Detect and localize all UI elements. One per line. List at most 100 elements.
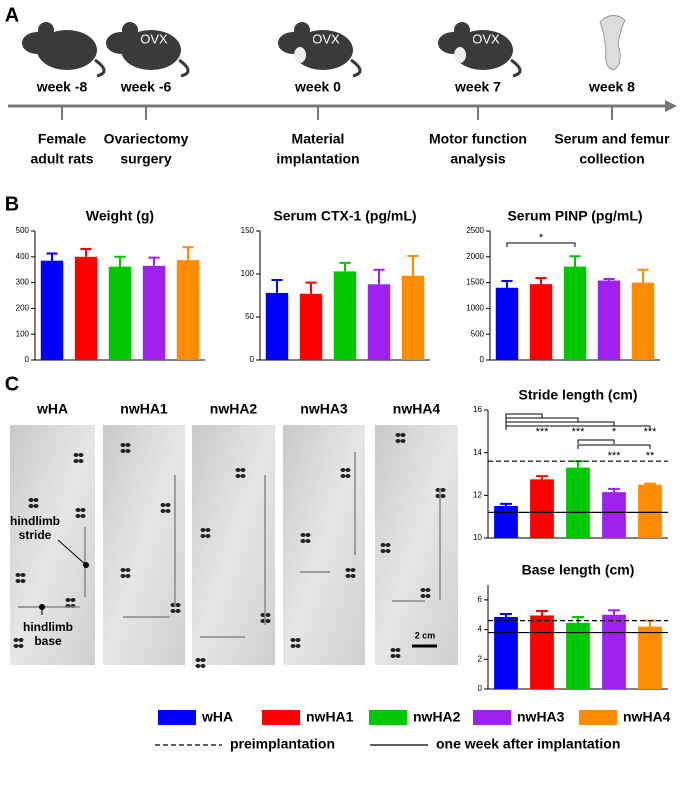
error-bar xyxy=(569,255,581,267)
pointer-line xyxy=(57,539,87,566)
chart-title: Serum PINP (pg/mL) xyxy=(507,208,642,224)
group-label: nwHA3 xyxy=(300,401,348,417)
error-bar xyxy=(608,609,620,615)
bar xyxy=(529,284,553,360)
bar xyxy=(566,622,590,689)
rat-body xyxy=(37,30,97,70)
paw-print xyxy=(420,594,426,598)
bar xyxy=(638,484,662,538)
error-bar xyxy=(271,279,283,293)
panel-label: B xyxy=(5,193,19,215)
paw-print xyxy=(33,498,39,502)
week-label: week 0 xyxy=(294,79,341,95)
paw-print xyxy=(235,474,241,478)
rat-tail xyxy=(94,58,106,78)
bar xyxy=(367,284,391,360)
error-bar xyxy=(305,281,317,294)
y-tick-label: 100 xyxy=(241,269,255,278)
bar xyxy=(333,271,357,360)
significance-label: *** xyxy=(572,426,586,438)
legend-label: nwHA1 xyxy=(306,709,354,725)
bar xyxy=(108,266,132,360)
bar xyxy=(40,260,64,360)
bar xyxy=(530,479,554,538)
paw-print xyxy=(80,508,86,512)
error-bar xyxy=(46,252,58,261)
paw-print xyxy=(120,574,126,578)
week-label: week 8 xyxy=(588,79,635,95)
legend-swatch xyxy=(369,710,407,725)
panel-label: A xyxy=(5,4,19,26)
group-label: nwHA2 xyxy=(210,401,258,417)
paw-print xyxy=(73,453,79,457)
y-tick-label: 2000 xyxy=(466,252,484,261)
y-tick-label: 50 xyxy=(245,312,254,321)
event-label: Female xyxy=(38,131,86,147)
paw-print xyxy=(20,573,26,577)
significance-label: *** xyxy=(536,426,550,438)
event-label: analysis xyxy=(450,151,505,167)
icon-label: OVX xyxy=(312,31,340,46)
paw-print xyxy=(195,664,201,668)
significance-label: ** xyxy=(646,450,655,462)
paw-print xyxy=(160,503,166,507)
significance-label: *** xyxy=(644,426,658,438)
group-label: nwHA1 xyxy=(120,401,168,417)
error-bar xyxy=(182,246,194,261)
significance-bracket xyxy=(505,413,543,418)
y-tick-label: 300 xyxy=(16,278,30,287)
legend-label: preimplantation xyxy=(230,736,335,752)
paw-print xyxy=(125,443,131,447)
paw-print xyxy=(28,498,34,502)
paw-print xyxy=(120,443,126,447)
bar xyxy=(597,280,621,360)
group-label: wHA xyxy=(36,401,68,417)
paw-print xyxy=(73,459,79,463)
error-bar xyxy=(603,277,615,281)
bar xyxy=(401,275,425,360)
significance-bracket xyxy=(505,417,579,422)
paw-print xyxy=(170,609,176,613)
paw-print xyxy=(300,533,306,537)
paw-print xyxy=(15,573,21,577)
legend-label: wHA xyxy=(201,709,233,725)
error-bar xyxy=(407,254,419,276)
paw-print xyxy=(305,533,311,537)
annotation: hindlimb xyxy=(10,514,60,528)
legend-label: nwHA4 xyxy=(623,709,671,725)
error-bar xyxy=(501,280,513,288)
rat-body xyxy=(293,30,353,70)
paw-print xyxy=(200,658,206,662)
rat-ear xyxy=(122,22,138,38)
y-tick-label: 6 xyxy=(478,595,483,604)
event-label: Material xyxy=(292,131,345,147)
paw-print xyxy=(240,474,246,478)
femur-icon xyxy=(599,15,626,71)
legend-swatch xyxy=(473,710,511,725)
error-bar xyxy=(536,475,548,480)
paw-print xyxy=(290,638,296,642)
significance-bracket xyxy=(505,425,651,430)
paw-print xyxy=(340,468,346,472)
paw-print xyxy=(305,539,311,543)
icon-label: OVX xyxy=(140,31,168,46)
paw-print xyxy=(265,613,271,617)
y-tick-label: 400 xyxy=(16,252,30,261)
rat-body xyxy=(121,30,181,70)
annotation: hindlimb xyxy=(23,620,73,634)
paw-print xyxy=(195,658,201,662)
error-bar xyxy=(114,255,126,267)
y-tick-label: 0 xyxy=(250,355,255,364)
paw-print xyxy=(425,594,431,598)
significance-bracket xyxy=(506,242,576,247)
y-tick-label: 0 xyxy=(480,355,485,364)
implant xyxy=(454,47,466,63)
rat-ear xyxy=(294,22,310,38)
y-tick-label: 14 xyxy=(473,448,482,457)
chart-title: Stride length (cm) xyxy=(518,387,637,403)
error-bar xyxy=(80,248,92,257)
paw-print xyxy=(350,568,356,572)
chart-title: Base length (cm) xyxy=(522,562,635,578)
paw-print xyxy=(345,474,351,478)
event-label: Motor function xyxy=(429,131,527,147)
